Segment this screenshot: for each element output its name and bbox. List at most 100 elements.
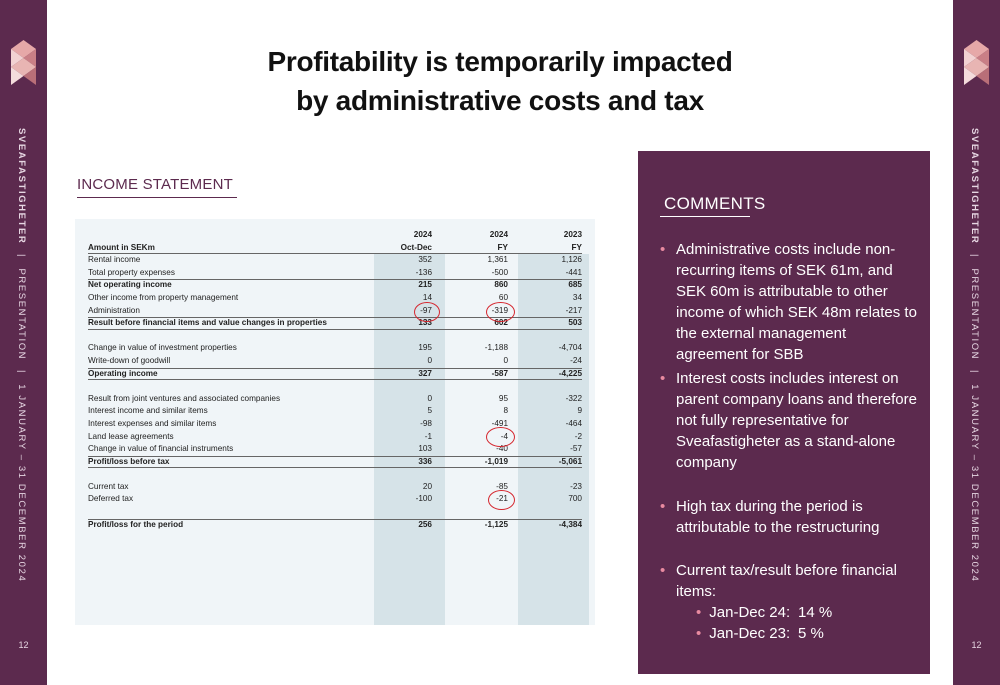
table-row: Other income from property management 14 6… [88, 292, 582, 305]
row-value-v3: -5,061 [558, 456, 582, 466]
row-label: Other income from property management [88, 292, 239, 302]
row-value-v3: 9 [577, 406, 582, 416]
table-row: Interest expenses and similar items -98 -4… [88, 418, 582, 431]
table-spacer [88, 468, 582, 481]
bullet-dot-icon: • [660, 498, 666, 515]
income-statement-table: 2024 2024 2023 Amount in SEKm Oct-Dec FY… [88, 229, 582, 531]
table-row: Total property expenses -136 -500 -441 [88, 267, 582, 280]
sub-bullet: • Jan-Dec 24: 14 % [696, 604, 833, 621]
table-panel [75, 219, 595, 625]
table-row: Rental income 352 1,361 1,126 [88, 254, 582, 267]
row-value-v3: -322 [565, 393, 582, 403]
comments-heading: COMMENTS [664, 194, 766, 213]
row-label: Administration [88, 305, 140, 315]
row-value-v2: -40 [496, 444, 508, 454]
row-value-v1: 336 [418, 456, 432, 466]
title-line-1: Profitability is temporarily impacted [267, 46, 733, 77]
left-sidebar: SVEAFASTIGHETER|PRESENTATION|1 JANUARY –… [0, 0, 47, 685]
row-label: Result from joint ventures and associate… [88, 393, 281, 403]
table-row: Profit/loss for the period 256 -1,125 -4,38… [88, 518, 582, 532]
table-row: Result from joint ventures and associate… [88, 393, 582, 406]
comment-bullet: • Interest costs includes interest on pa… [660, 370, 917, 471]
sidebar-vertical-text: SVEAFASTIGHETER|PRESENTATION|1 JANUARY –… [16, 128, 27, 583]
row-label: Write-down of goodwill [88, 355, 171, 365]
row-label: Operating income [88, 368, 158, 378]
bullet-dot-icon: • [660, 241, 666, 258]
bullet-dot-icon: • [696, 604, 702, 621]
row-value-v3: -4,225 [558, 368, 582, 378]
row-value-v1: -98 [420, 418, 432, 428]
row-value-v2: -85 [496, 481, 508, 491]
bullet-dot-icon: • [696, 625, 702, 642]
row-value-v3: -57 [570, 444, 582, 454]
row-value-v1: 352 [418, 255, 432, 265]
comment-bullet: • Administrative costs include non-recur… [660, 241, 917, 363]
row-label: Profit/loss before tax [88, 456, 170, 466]
row-label: Change in value of financial instruments [88, 444, 234, 454]
table-row: Write-down of goodwill 0 0 -24 [88, 355, 582, 368]
row-value-v3: -217 [565, 305, 582, 315]
row-label: Interest income and similar items [88, 406, 208, 416]
table-row: Interest income and similar items 5 8 9 [88, 405, 582, 418]
table-row: Net operating income 215 860 685 [88, 279, 582, 292]
highlight-circle-admin-q4 [414, 302, 440, 322]
row-value-v1: 327 [418, 368, 432, 378]
highlight-circle-admin-fy [486, 302, 515, 322]
table-header-years: 2024 2024 2023 [413, 230, 582, 239]
column-highlight-2023 [518, 254, 589, 625]
row-value-v2: -1,125 [484, 519, 508, 529]
table-body: Rental income 352 1,361 1,126 Total property… [88, 254, 582, 531]
table-spacer [88, 330, 582, 343]
row-value-v1: 20 [422, 481, 432, 491]
row-label: Total property expenses [88, 267, 175, 277]
highlight-circle-interest-fy [486, 427, 515, 447]
page-number: 12 [971, 640, 982, 650]
row-value-v3: 1,126 [561, 255, 583, 265]
row-value-v2: 602 [494, 318, 508, 328]
row-value-v1: 14 [422, 292, 432, 302]
row-value-v3: -464 [565, 418, 582, 428]
row-label: Deferred tax [88, 494, 134, 504]
row-value-v1: 5 [427, 406, 432, 416]
table-row: Current tax 20 -85 -23 [88, 481, 582, 494]
row-value-v2: -1,188 [484, 343, 508, 353]
heading-underline [77, 197, 237, 198]
row-value-v1: 215 [418, 280, 432, 290]
row-value-v3: -4,704 [558, 343, 582, 353]
table-row: Change in value of investment properties… [88, 342, 582, 355]
company-logo-icon [11, 40, 36, 85]
row-value-v3: 34 [572, 292, 582, 302]
table-row: Profit/loss before tax 336 -1,019 -5,061 [88, 455, 582, 469]
income-statement-heading: INCOME STATEMENT [77, 176, 233, 193]
row-label: Net operating income [88, 280, 172, 290]
sidebar-vertical-text: SVEAFASTIGHETER|PRESENTATION|1 JANUARY –… [969, 128, 980, 583]
comment-bullet: • Current tax/result before financial it… [660, 562, 897, 600]
bullet-dot-icon: • [660, 370, 666, 387]
row-value-v1: -1 [424, 431, 432, 441]
title-line-2: by administrative costs and tax [296, 85, 704, 116]
row-value-v2: -1,019 [484, 456, 508, 466]
table-spacer [88, 380, 582, 393]
bullet-dot-icon: • [660, 562, 666, 579]
row-value-v3: -24 [570, 355, 582, 365]
row-value-v3: 685 [568, 280, 582, 290]
row-value-v2: -587 [491, 368, 508, 378]
comments-panel: COMMENTS • Administrative costs include … [638, 151, 930, 674]
right-sidebar: SVEAFASTIGHETER|PRESENTATION|1 JANUARY –… [953, 0, 1000, 685]
row-label: Land lease agreements [88, 431, 174, 441]
table-row: Result before financial items and value … [88, 317, 582, 330]
row-value-v3: -4,384 [558, 519, 582, 529]
highlight-circle-current-tax-fy [488, 490, 515, 510]
table-row: Operating income 327 -587 -4,225 [88, 367, 582, 381]
row-value-v2: 60 [498, 292, 508, 302]
row-value-v1: 256 [418, 519, 432, 529]
sub-bullet: • Jan-Dec 23: 5 % [696, 625, 824, 642]
row-value-v1: 0 [427, 393, 432, 403]
row-value-v3: -23 [570, 481, 582, 491]
page-number: 12 [18, 640, 29, 650]
row-value-v2: -500 [491, 267, 508, 277]
row-value-v1: 103 [418, 444, 432, 454]
row-label: Result before financial items and value … [88, 318, 327, 328]
row-value-v2: 0 [503, 355, 508, 365]
table-row: Change in value of financial instruments… [88, 443, 582, 456]
